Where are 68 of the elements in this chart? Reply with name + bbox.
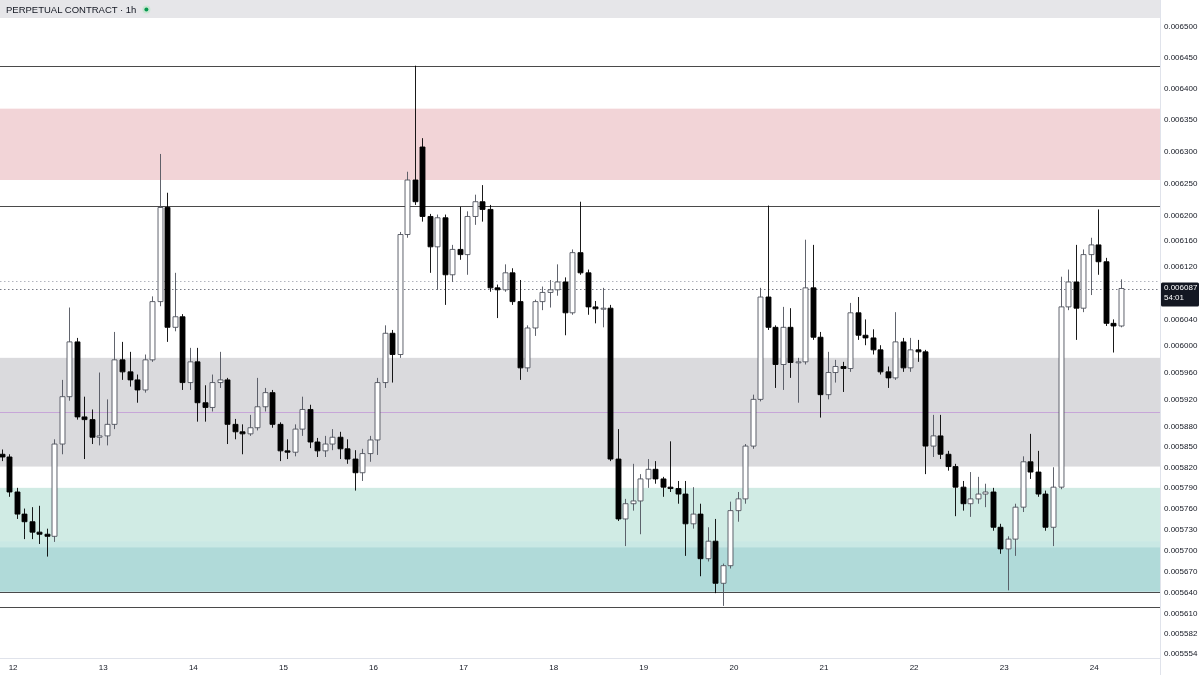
y-tick-label: 0.005640 [1164,587,1198,597]
candlestick [690,486,697,530]
y-tick-label: 0.005730 [1164,524,1198,534]
text: 54:01 [1164,293,1185,302]
candlestick [187,347,194,391]
y-tick-label: 0.006500 [1164,22,1198,32]
x-tick-label: 13 [98,662,109,672]
x-tick-label: 15 [278,662,289,672]
y-tick-label: 0.006450 [1164,53,1198,63]
y-tick-label: 0.006160 [1164,236,1198,246]
y-tick-label: 0.005582 [1164,629,1198,639]
candlestick [705,526,712,562]
candlestick [892,311,899,381]
candlestick [840,361,847,393]
y-tick-label: 0.005700 [1164,545,1198,555]
candlestick [389,329,396,384]
x-tick-label: 23 [999,662,1010,672]
ref-line-label: 0.006087 [1164,283,1198,292]
candlestick [900,337,907,373]
x-tick-label: 24 [1089,662,1100,672]
y-tick-label: 0.006250 [1164,178,1198,188]
y-tick-label: 0.005850 [1164,442,1198,452]
x-tick-label: 19 [639,662,649,672]
candlestick [907,337,914,373]
x-tick-label: 16 [369,662,379,672]
y-tick-label: 0.006000 [1164,341,1198,351]
y-tick-label: 0.006400 [1164,84,1198,94]
x-tick-label: 17 [459,662,469,672]
y-tick-label: 0.005920 [1164,394,1198,404]
y-tick-label: 0.006350 [1164,115,1198,125]
text: PERPETUAL CONTRACT · 1h [6,4,137,15]
x-tick-label: 21 [819,662,830,672]
x-tick-label: 18 [549,662,559,672]
candlestick [562,276,569,336]
x-tick-label: 22 [909,662,920,672]
candlestick [442,214,449,306]
x-tick-label: 12 [8,662,19,672]
y-tick-label: 0.005820 [1164,462,1198,472]
y-tick-label: 0.005880 [1164,421,1198,431]
y-tick-label: 0.005960 [1164,368,1198,378]
candlestick [780,306,787,391]
candlestick [449,244,456,283]
x-tick-label: 20 [729,662,739,672]
y-tick-label: 0.005790 [1164,483,1198,493]
y-tick-label: 0.006200 [1164,210,1198,220]
candlestick [1073,244,1080,341]
y-tick-label: 0.006300 [1164,146,1198,156]
y-tick-label: 0.005670 [1164,566,1198,576]
candlestick [787,307,794,379]
candlestick [434,214,441,291]
candlestick [457,206,464,261]
candlestick [697,503,704,577]
y-tick-label: 0.005760 [1164,504,1198,514]
y-tick-label: 0.006120 [1164,262,1198,272]
candlestick [569,248,576,316]
candlestick [164,192,171,343]
y-tick-label: 0.005554 [1164,649,1198,659]
candlestick [179,313,186,391]
candlestick [712,518,719,594]
y-tick-label: 0.005610 [1164,609,1198,619]
y-tick-label: 0.006040 [1164,314,1198,324]
candlestick [847,302,854,373]
x-tick-label: 14 [188,662,199,672]
candlestick [172,272,179,332]
candlestick [600,287,607,328]
candlestick [930,414,937,458]
candlestick [502,263,509,293]
candlestick [1118,278,1125,328]
